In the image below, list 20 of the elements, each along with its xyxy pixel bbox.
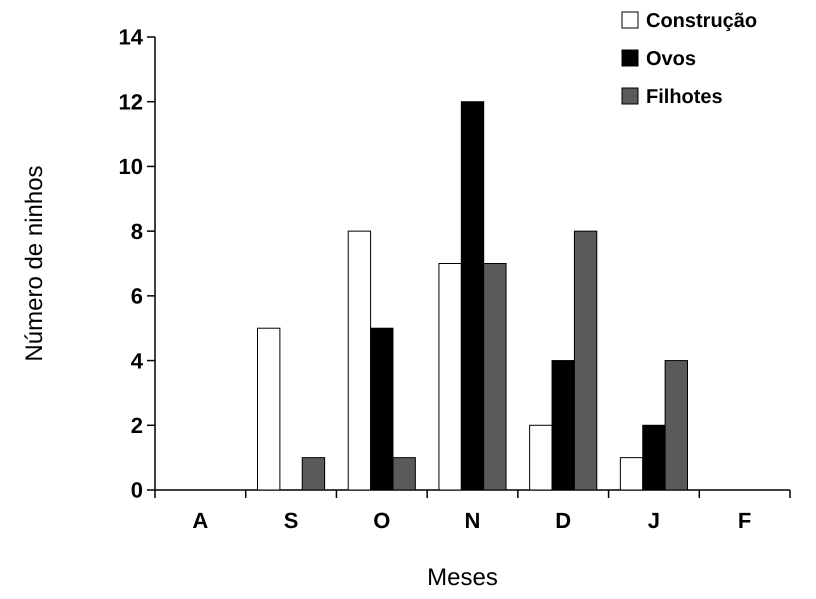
x-tick-label: D: [555, 508, 572, 533]
y-axis-title: Número de ninhos: [21, 165, 48, 362]
legend-label: Ovos: [646, 48, 696, 70]
y-tick-label: 6: [130, 284, 143, 309]
x-tick-label: O: [373, 508, 390, 533]
x-tick-label: J: [648, 508, 660, 533]
legend-label: Construção: [646, 10, 758, 32]
y-tick-label: 12: [118, 89, 143, 114]
y-tick-label: 0: [130, 478, 143, 503]
x-axis-title: Meses: [427, 564, 498, 591]
x-tick-label: F: [738, 508, 752, 533]
x-tick-label: S: [284, 508, 298, 533]
y-tick-label: 8: [130, 218, 143, 244]
legend-label: Filhotes: [646, 86, 723, 108]
y-tick-label: 10: [118, 154, 143, 180]
y-tick-label: 4: [130, 348, 144, 374]
x-tick-label: A: [192, 508, 208, 533]
x-tick-label: N: [464, 508, 480, 533]
y-tick-label: 14: [118, 24, 144, 50]
y-tick-label: 2: [130, 412, 143, 438]
